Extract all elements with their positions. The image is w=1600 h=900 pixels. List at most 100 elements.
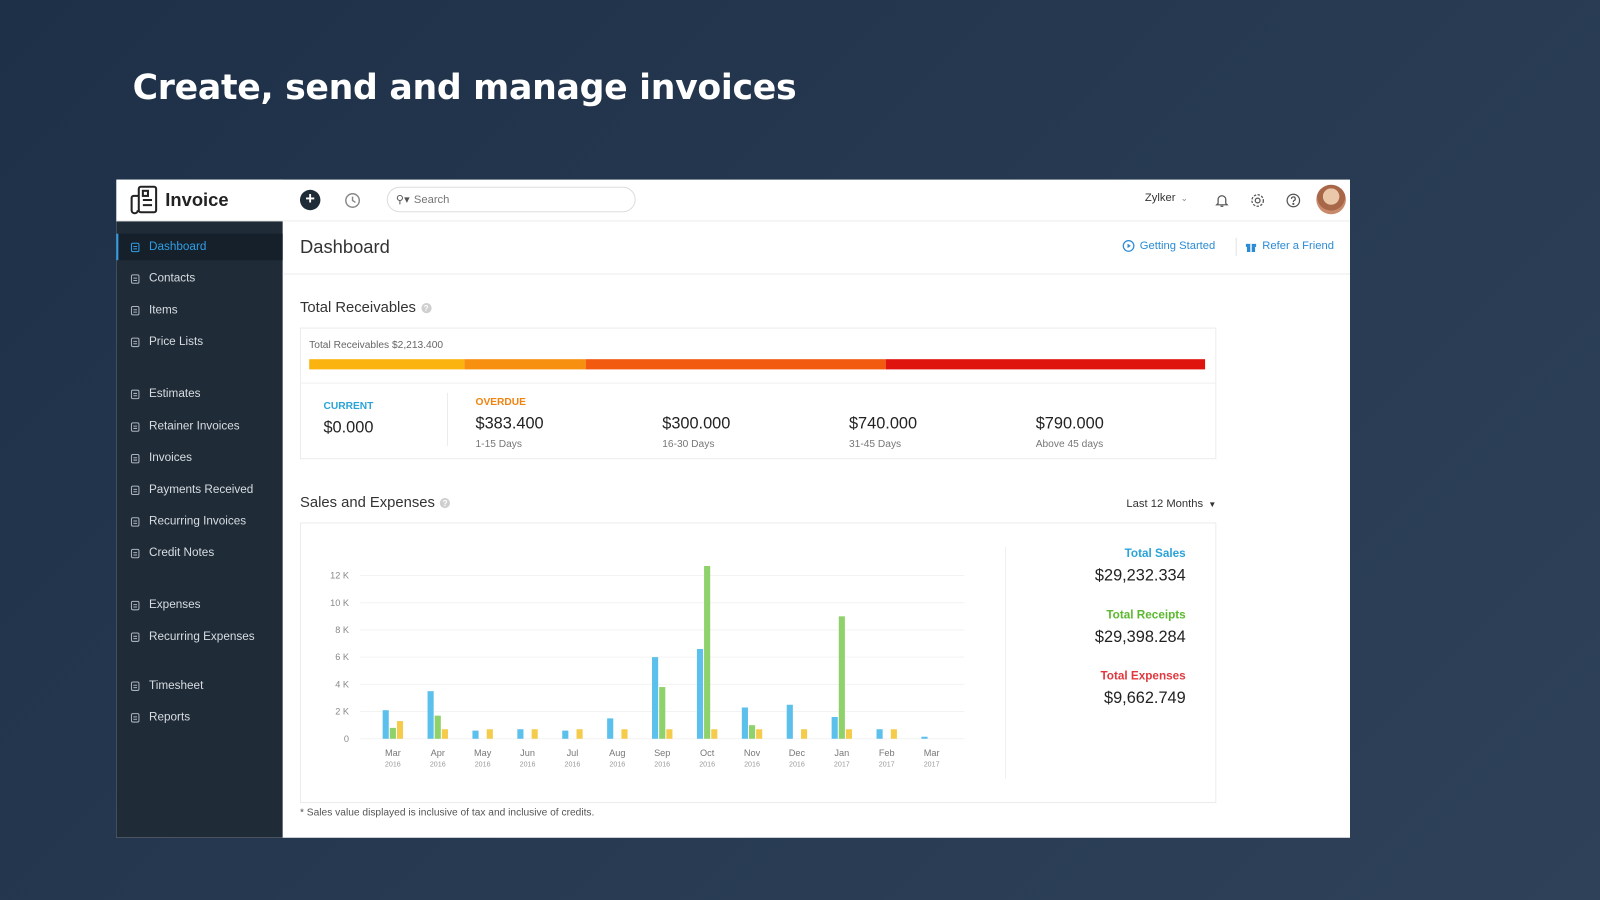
- bar-sales: [472, 730, 479, 739]
- help-icon[interactable]: ?: [439, 497, 451, 509]
- footnote: * Sales value displayed is inclusive of …: [299, 807, 595, 819]
- sidebar-item-payments-received[interactable]: Payments Received: [116, 477, 282, 504]
- x-tick-year: 2016: [699, 760, 715, 768]
- sidebar-item-label: Retainer Invoices: [148, 420, 240, 433]
- total-value: $29,232.334: [1094, 567, 1186, 585]
- invoice-logo-icon: [130, 185, 158, 215]
- x-tick-year: 2016: [565, 760, 581, 768]
- x-tick-month: Nov: [744, 748, 761, 758]
- overdue-amount[interactable]: $383.400: [475, 415, 544, 433]
- caret-down-icon: ▼: [1208, 499, 1217, 509]
- x-tick-month: Jul: [567, 748, 579, 758]
- overdue-label: OVERDUE: [475, 396, 526, 409]
- sidebar-item-invoices[interactable]: Invoices: [116, 445, 282, 472]
- sidebar-item-recurring-invoices[interactable]: Recurring Invoices: [116, 508, 282, 535]
- bar-sales: [831, 717, 838, 739]
- gift-icon: [1245, 243, 1257, 253]
- receivables-bar: [309, 359, 1206, 370]
- receivables-card: Total Receivables $2,213.400 CURRENT $0.…: [299, 327, 1217, 460]
- history-icon: [344, 192, 360, 208]
- receivables-segment[interactable]: [885, 359, 1206, 370]
- x-tick-month: Dec: [789, 748, 806, 758]
- help-icon[interactable]: ?: [421, 303, 432, 314]
- current-amount[interactable]: $0.000: [323, 419, 374, 437]
- bar-expenses: [621, 729, 628, 739]
- sidebar-item-label: Timesheet: [148, 679, 204, 692]
- x-tick-year: 2017: [834, 760, 850, 768]
- bar-sales: [607, 718, 614, 739]
- sidebar-item-label: Price Lists: [148, 335, 204, 348]
- app-logo[interactable]: Invoice: [116, 179, 283, 222]
- sidebar-item-reports[interactable]: Reports: [116, 704, 282, 731]
- receivables-segment[interactable]: [309, 359, 465, 370]
- sidebar-item-label: Estimates: [148, 387, 201, 400]
- sidebar-item-label: Credit Notes: [148, 546, 215, 560]
- bar-expenses: [486, 729, 493, 739]
- y-tick-label: 4 K: [335, 679, 350, 689]
- hero-title: Create, send and manage invoices: [132, 67, 797, 109]
- sidebar-item-credit-notes[interactable]: Credit Notes: [116, 540, 282, 567]
- estimate-icon: [130, 389, 140, 399]
- x-tick-month: Oct: [700, 748, 715, 758]
- getting-started-link[interactable]: Getting Started: [1122, 240, 1215, 252]
- sidebar-item-expenses[interactable]: Expenses: [116, 592, 282, 619]
- search-input[interactable]: [413, 193, 608, 206]
- user-icon: [130, 273, 140, 284]
- organization-switcher[interactable]: Zylker ⌄: [1145, 192, 1188, 204]
- sidebar-item-recurring-expenses[interactable]: Recurring Expenses: [116, 623, 282, 650]
- total-label: Total Expenses: [1100, 670, 1186, 683]
- sidebar-item-label: Items: [148, 304, 178, 317]
- overdue-amount[interactable]: $300.000: [662, 415, 731, 433]
- add-new-button[interactable]: +: [299, 189, 321, 211]
- getting-started-label: Getting Started: [1139, 239, 1216, 253]
- notifications-button[interactable]: [1211, 190, 1231, 210]
- x-tick-month: Mar: [924, 748, 940, 758]
- sidebar-item-label: Dashboard: [148, 240, 207, 254]
- sidebar-item-label: Contacts: [148, 272, 196, 285]
- total-value: $9,662.749: [1103, 689, 1186, 708]
- search-box[interactable]: ⚲▾: [386, 186, 636, 213]
- y-tick-label: 8 K: [335, 625, 350, 635]
- sidebar-item-label: Invoices: [148, 452, 193, 465]
- sidebar-item-contacts[interactable]: Contacts: [116, 265, 282, 292]
- receivables-segment[interactable]: [464, 359, 586, 370]
- y-tick-label: 10 K: [330, 598, 350, 608]
- user-avatar[interactable]: [1316, 184, 1346, 215]
- chevron-down-icon: ⌄: [1180, 192, 1189, 203]
- x-tick-year: 2016: [430, 760, 446, 768]
- settings-button[interactable]: [1247, 190, 1267, 210]
- recent-history-button[interactable]: [342, 190, 362, 210]
- bar-sales: [652, 657, 659, 739]
- document-icon: [130, 516, 140, 527]
- sidebar-item-price-lists[interactable]: Price Lists: [116, 329, 282, 356]
- sidebar-item-items[interactable]: Items: [116, 297, 282, 324]
- sidebar-item-estimates[interactable]: Estimates: [116, 381, 282, 408]
- recurring-expense-icon: [130, 632, 140, 642]
- receivables-title: Total Receivables?: [300, 300, 432, 316]
- overdue-amount[interactable]: $740.000: [848, 415, 918, 433]
- play-circle-icon: [1122, 239, 1135, 252]
- sidebar-item-timesheet[interactable]: Timesheet: [116, 672, 282, 699]
- list-icon: [130, 337, 140, 347]
- plus-icon: +: [305, 190, 315, 209]
- refer-friend-link[interactable]: Refer a Friend: [1245, 240, 1334, 253]
- period-dropdown[interactable]: Last 12 Months ▼: [1126, 498, 1216, 510]
- sidebar-item-retainer-invoices[interactable]: Retainer Invoices: [116, 413, 282, 440]
- sidebar-item-label: Expenses: [148, 598, 201, 612]
- bar-receipts: [704, 565, 711, 739]
- sales-title-text: Sales and Expenses: [299, 494, 435, 512]
- bar-sales: [921, 736, 928, 739]
- bar-receipts: [659, 687, 666, 739]
- search-icon[interactable]: ⚲▾: [395, 193, 410, 207]
- overdue-amount[interactable]: $790.000: [1035, 415, 1104, 433]
- receivables-segment[interactable]: [585, 359, 886, 370]
- bar-expenses: [801, 729, 808, 739]
- x-tick-year: 2016: [475, 760, 491, 768]
- bar-receipts: [434, 715, 441, 739]
- sidebar-item-dashboard[interactable]: Dashboard: [116, 233, 283, 261]
- divider: [1235, 237, 1237, 257]
- x-tick-month: May: [474, 748, 492, 758]
- y-tick-label: 0: [344, 734, 349, 744]
- bar-sales: [427, 691, 434, 739]
- help-button[interactable]: [1283, 190, 1303, 210]
